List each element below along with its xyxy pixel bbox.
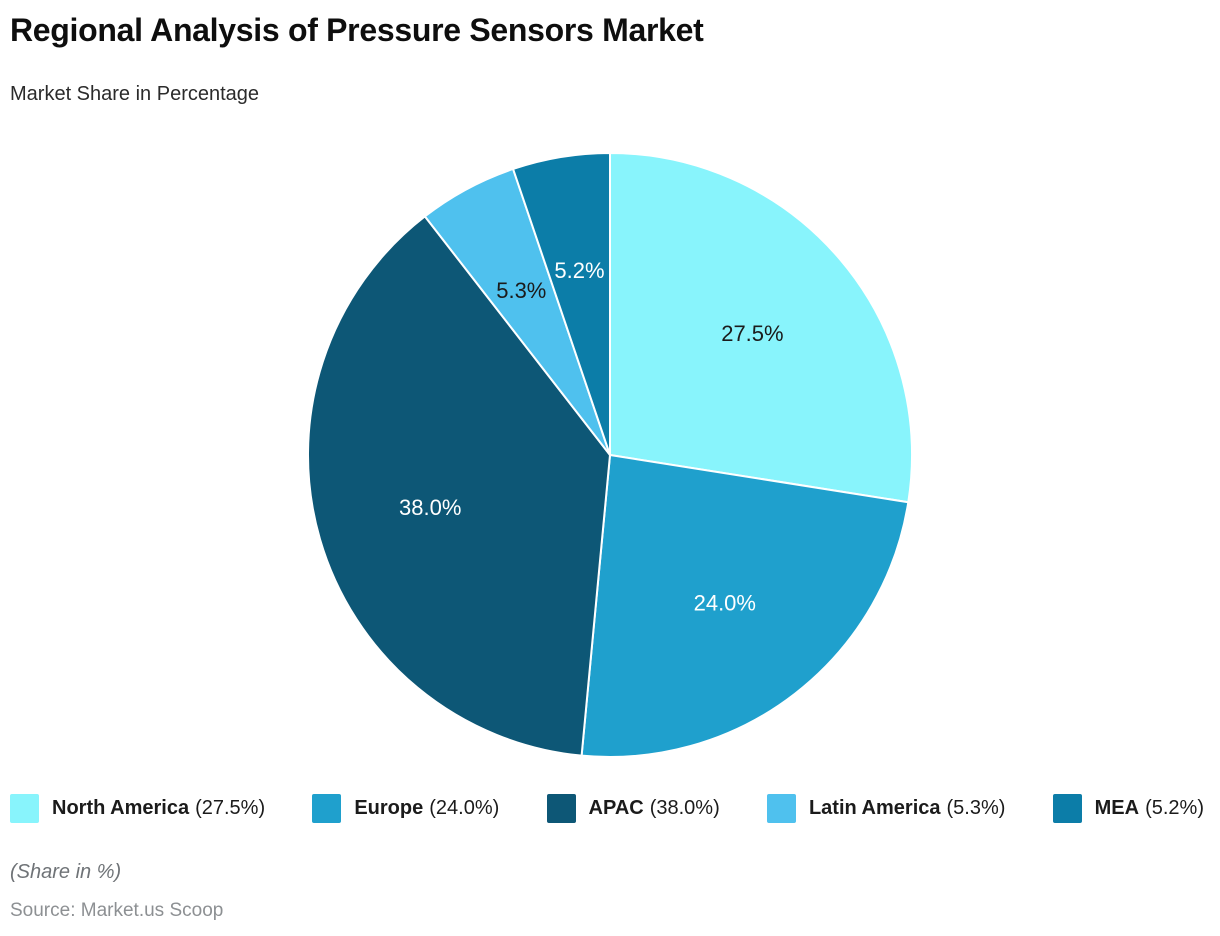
source-attribution: Source: Market.us Scoop <box>10 900 224 921</box>
slice-value-label-europe: 24.0% <box>694 591 756 616</box>
share-unit-note: (Share in %) <box>10 861 122 883</box>
slice-value-label-mea: 5.2% <box>554 258 604 283</box>
legend-swatch-apac <box>546 793 576 823</box>
legend-swatch-europe <box>312 793 342 823</box>
legend-label: MEA <box>1094 796 1140 819</box>
legend-item-apac: APAC (38.0%) <box>546 793 720 823</box>
pie-slice-north-america <box>609 152 913 504</box>
pie-slice-apac <box>306 215 611 757</box>
legend-value: (5.3%) <box>946 796 1006 819</box>
legend-swatch-north-america <box>10 793 39 823</box>
legend-value: (5.2%) <box>1145 796 1204 819</box>
legend-value: (27.5%) <box>195 796 266 819</box>
legend-value: (24.0%) <box>429 796 500 819</box>
legend-label: North America <box>52 796 190 819</box>
pie-slice-mea <box>512 152 611 456</box>
slice-value-label-apac: 38.0% <box>399 495 461 520</box>
pie-chart: 27.5% 24.0% 38.0% 5.3% 5.2% <box>306 152 913 758</box>
legend-value: (38.0%) <box>649 796 720 819</box>
legend-swatch-latin-america <box>766 793 796 823</box>
legend-swatch-mea <box>1052 793 1082 823</box>
chart-title: Regional Analysis of Pressure Sensors Ma… <box>10 12 704 48</box>
legend-label: Latin America <box>808 796 941 819</box>
legend-item-north-america: North America (27.5%) <box>10 793 266 823</box>
legend-item-latin-america: Latin America (5.3%) <box>766 793 1006 823</box>
chart-subtitle: Market Share in Percentage <box>10 83 260 105</box>
slice-value-label-north-america: 27.5% <box>721 321 783 346</box>
legend: North America (27.5%) Europe (24.0%) APAC (38… <box>10 790 1204 826</box>
legend-label: APAC <box>588 796 644 819</box>
legend-label: Europe <box>354 796 424 819</box>
legend-item-europe: Europe (24.0%) <box>312 793 500 823</box>
pie-slice-europe <box>580 454 910 758</box>
legend-item-mea: MEA (5.2%) <box>1052 793 1204 823</box>
slice-value-label-latin-america: 5.3% <box>496 278 546 303</box>
